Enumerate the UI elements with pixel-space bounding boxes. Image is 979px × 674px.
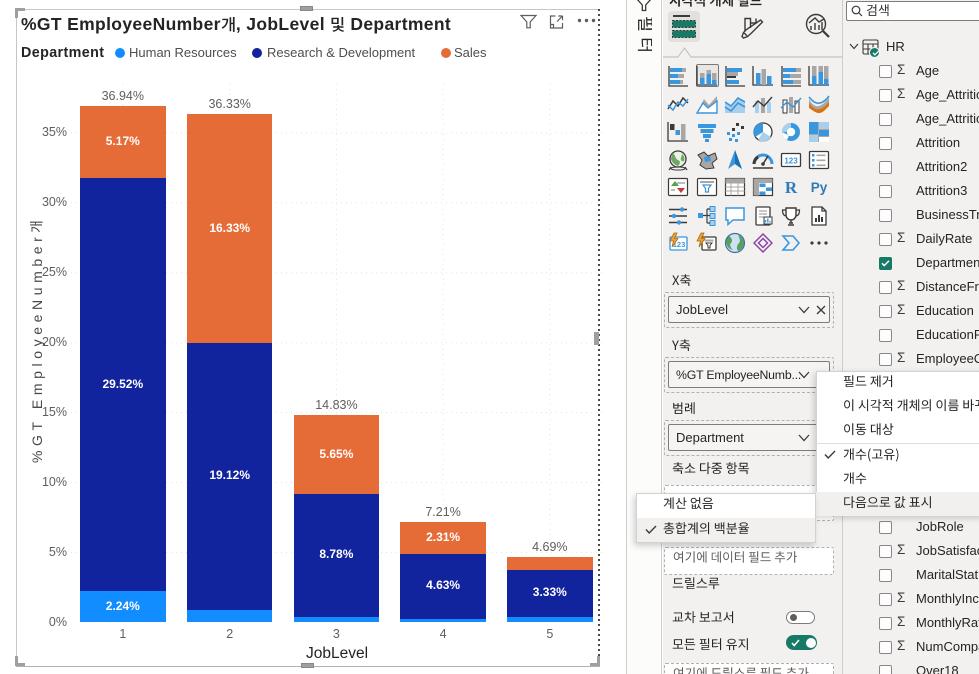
svg-text:123: 123 <box>784 157 798 166</box>
svg-text:123: 123 <box>673 240 686 249</box>
svg-text:Py: Py <box>811 180 828 195</box>
svg-text:R: R <box>785 178 798 197</box>
